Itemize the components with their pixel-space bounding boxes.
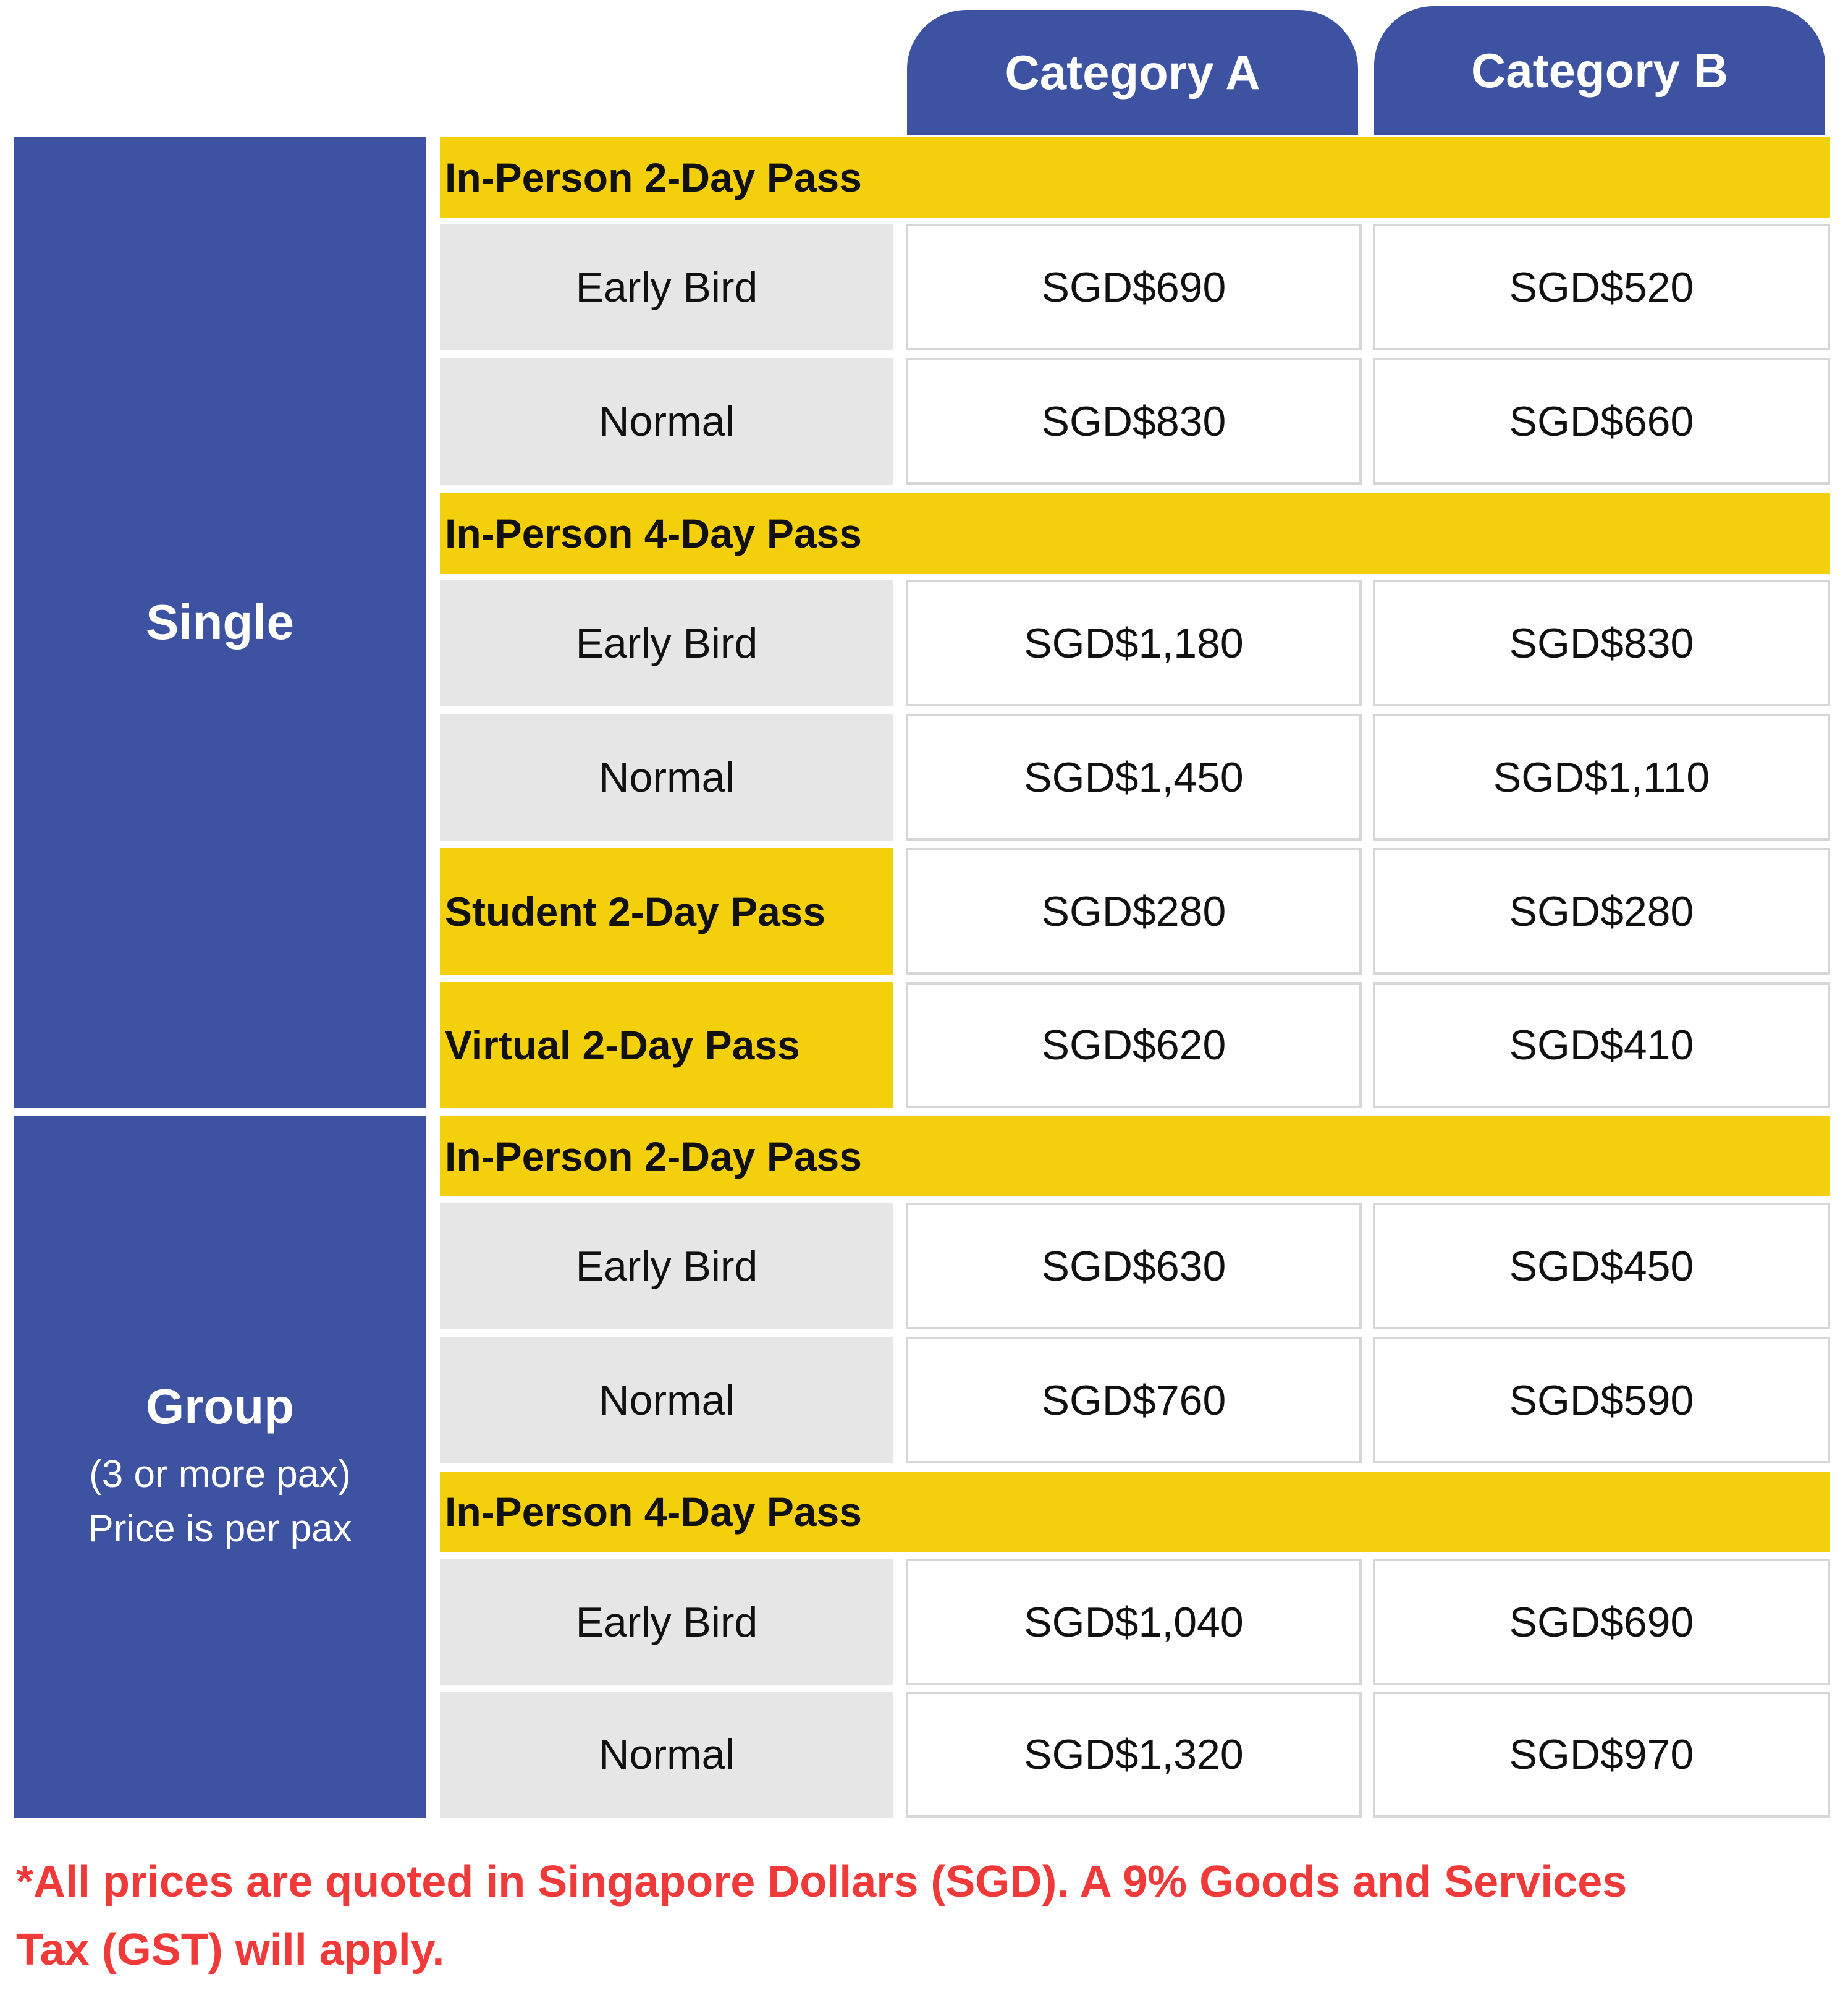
section-header-single-2day: In-Person 2-Day Pass (440, 137, 1830, 218)
price-value: SGD$590 (1509, 1376, 1694, 1424)
row-label-virtual-2day-pass: Virtual 2-Day Pass (440, 982, 893, 1108)
row-label-normal: Normal (440, 358, 893, 485)
price-value: SGD$660 (1509, 397, 1694, 445)
price-cell-category-a: SGD$690 (906, 224, 1362, 350)
row-label-text: Normal (599, 753, 735, 801)
row-label-text: Early Bird (575, 263, 758, 311)
price-cell-category-b: SGD$690 (1373, 1559, 1830, 1685)
price-value: SGD$760 (1041, 1376, 1226, 1424)
price-cell-category-a: SGD$1,040 (906, 1559, 1362, 1685)
price-cell-category-a: SGD$620 (906, 982, 1362, 1108)
row-label-early-bird: Early Bird (440, 1559, 893, 1685)
price-value: SGD$1,040 (1024, 1598, 1244, 1646)
section-title: In-Person 2-Day Pass (445, 154, 862, 200)
price-cell-category-a: SGD$760 (906, 1337, 1362, 1463)
price-value: SGD$1,110 (1493, 753, 1710, 801)
price-cell-category-b: SGD$410 (1373, 982, 1830, 1108)
price-cell-category-b: SGD$1,110 (1373, 714, 1830, 841)
section-title: In-Person 2-Day Pass (445, 1133, 862, 1179)
price-cell-category-b: SGD$280 (1373, 848, 1830, 975)
row-label-text: Early Bird (575, 1242, 758, 1290)
price-value: SGD$1,180 (1024, 619, 1244, 667)
column-header-label: Category B (1470, 43, 1729, 98)
row-label-text: Early Bird (575, 619, 758, 667)
price-value: SGD$830 (1509, 619, 1694, 667)
price-value: SGD$1,320 (1024, 1731, 1244, 1778)
row-label-text: Normal (599, 397, 735, 445)
price-value: SGD$410 (1509, 1022, 1694, 1069)
section-title: In-Person 4-Day Pass (445, 510, 862, 556)
row-label-student-2day-pass: Student 2-Day Pass (440, 848, 893, 975)
price-value: SGD$280 (1509, 887, 1694, 935)
section-header-single-4day: In-Person 4-Day Pass (440, 493, 1830, 574)
section-title: In-Person 4-Day Pass (445, 1489, 862, 1535)
row-label-early-bird: Early Bird (440, 1203, 893, 1329)
price-value: SGD$520 (1509, 263, 1694, 311)
price-cell-category-a: SGD$630 (906, 1203, 1362, 1329)
column-header-category-b: Category B (1374, 6, 1825, 135)
group-note-price-per-pax: Price is per pax (88, 1507, 352, 1550)
price-cell-category-a: SGD$1,450 (906, 714, 1362, 841)
single-row-group-label: Single (14, 137, 426, 1108)
footnote-line-1: *All prices are quoted in Singapore Doll… (16, 1857, 1627, 1907)
column-header-label: Category A (1005, 45, 1260, 100)
group-note-min-pax: (3 or more pax) (89, 1452, 351, 1496)
section-header-group-2day: In-Person 2-Day Pass (440, 1116, 1830, 1196)
row-label-text: Normal (599, 1731, 735, 1778)
price-cell-category-b: SGD$830 (1373, 580, 1830, 706)
price-value: SGD$280 (1041, 887, 1226, 935)
column-header-category-a: Category A (907, 10, 1358, 135)
price-value: SGD$630 (1041, 1242, 1226, 1290)
row-label-text: Early Bird (575, 1598, 758, 1646)
price-value: SGD$1,450 (1024, 753, 1244, 801)
section-header-group-4day: In-Person 4-Day Pass (440, 1472, 1830, 1552)
price-value: SGD$830 (1041, 397, 1226, 445)
price-cell-category-a: SGD$1,180 (906, 580, 1362, 706)
footnote: *All prices are quoted in Singapore Doll… (16, 1848, 1839, 1990)
row-label-text: Student 2-Day Pass (445, 888, 826, 934)
row-label-text: Virtual 2-Day Pass (445, 1022, 800, 1068)
price-value: SGD$970 (1509, 1731, 1694, 1778)
price-value: SGD$690 (1509, 1598, 1694, 1646)
single-label: Single (145, 595, 295, 650)
price-value: SGD$450 (1509, 1242, 1694, 1290)
group-row-group-label: Group (3 or more pax) Price is per pax (14, 1116, 426, 1818)
price-value: SGD$620 (1041, 1022, 1226, 1069)
price-cell-category-a: SGD$1,320 (906, 1692, 1362, 1818)
group-label: Group (146, 1378, 294, 1434)
price-value: SGD$690 (1041, 263, 1226, 311)
price-cell-category-a: SGD$830 (906, 358, 1362, 485)
price-cell-category-b: SGD$520 (1373, 224, 1830, 350)
price-cell-category-a: SGD$280 (906, 848, 1362, 975)
row-label-early-bird: Early Bird (440, 580, 893, 706)
price-cell-category-b: SGD$450 (1373, 1203, 1830, 1329)
row-label-normal: Normal (440, 1337, 893, 1463)
row-label-normal: Normal (440, 714, 893, 841)
price-cell-category-b: SGD$660 (1373, 358, 1830, 485)
price-cell-category-b: SGD$590 (1373, 1337, 1830, 1463)
row-label-text: Normal (599, 1376, 735, 1424)
footnote-line-2: Tax (GST) will apply. (16, 1925, 445, 1975)
price-cell-category-b: SGD$970 (1373, 1692, 1830, 1818)
row-label-early-bird: Early Bird (440, 224, 893, 350)
row-label-normal: Normal (440, 1692, 893, 1818)
